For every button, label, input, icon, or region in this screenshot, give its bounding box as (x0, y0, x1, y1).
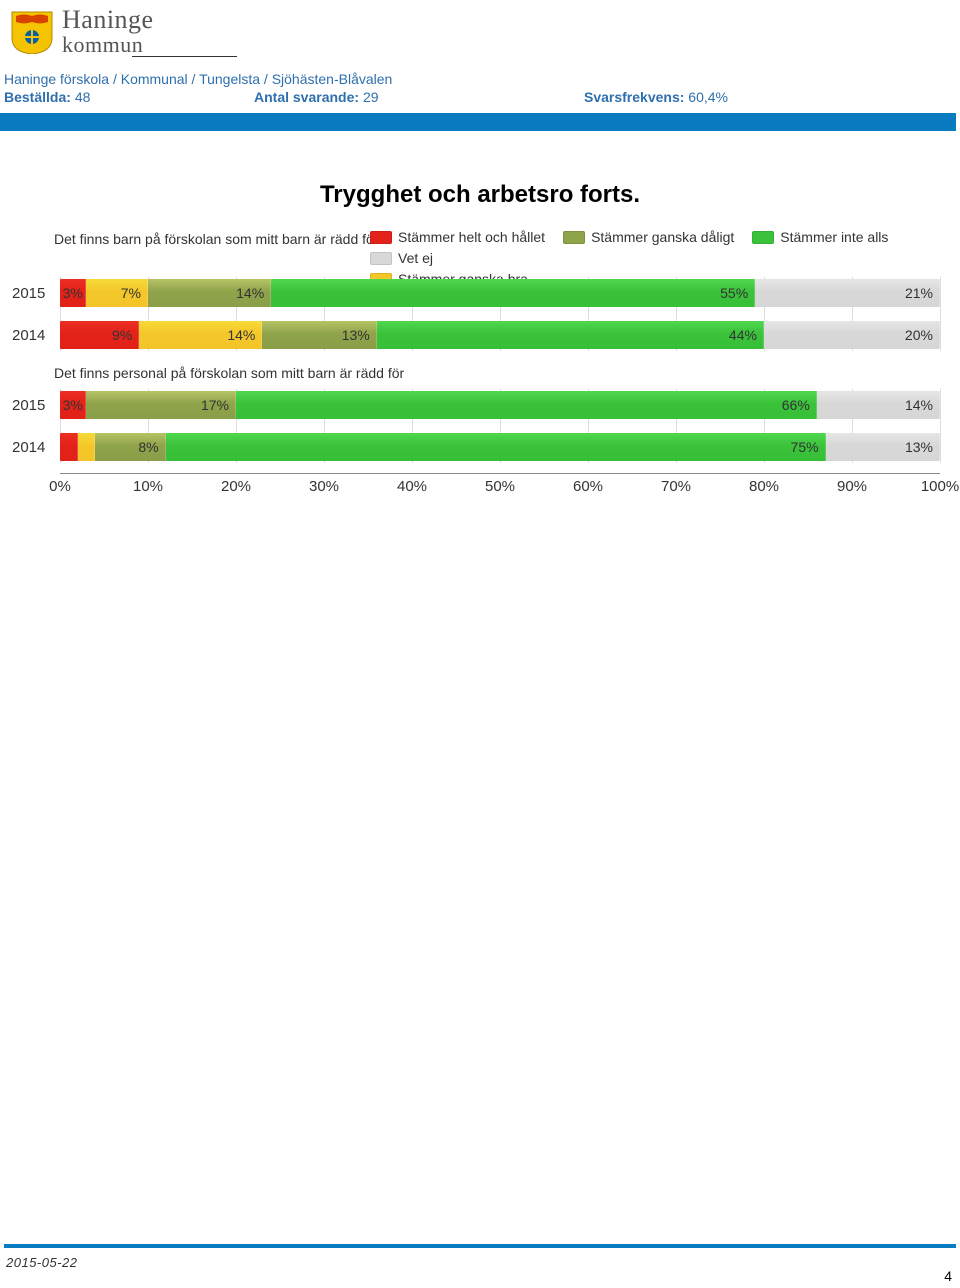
axis-tick: 40% (397, 478, 427, 495)
bar-segment: 14% (139, 321, 262, 349)
axis-tick: 20% (221, 478, 251, 495)
bar-row: 20153%7%14%55%21% (60, 277, 940, 309)
axis-tick: 30% (309, 478, 339, 495)
bar-segment: 8% (95, 433, 165, 461)
legend-label: Stämmer inte alls (780, 227, 888, 248)
legend-item: Stämmer helt och hållet (370, 227, 545, 248)
bestallda-label: Beställda: (4, 89, 71, 105)
bar-segment: 17% (86, 391, 236, 419)
chart-area: Stämmer helt och hållet Stämmer ganska då… (10, 227, 950, 497)
bar-segment: 14% (817, 391, 940, 419)
year-label: 2014 (12, 439, 45, 456)
year-label: 2014 (12, 327, 45, 344)
freq-value: 60,4% (688, 89, 728, 105)
question-2-label: Det finns personal på förskolan som mitt… (10, 361, 950, 383)
breadcrumb: Haninge förskola / Kommunal / Tungelsta … (0, 63, 960, 89)
axis-tick: 10% (133, 478, 163, 495)
axis-tick: 100% (921, 478, 959, 495)
legend-item: Stämmer inte alls (752, 227, 888, 248)
page-number: 4 (944, 1268, 952, 1284)
header-blue-bar (0, 113, 956, 131)
logo-line1: Haninge (62, 6, 247, 33)
freq-label: Svarsfrekvens: (584, 89, 684, 105)
bar-segment: 13% (262, 321, 376, 349)
legend-label: Stämmer ganska dåligt (591, 227, 734, 248)
bar-segment: 20% (764, 321, 940, 349)
year-label: 2015 (12, 285, 45, 302)
bar-segment: 3% (60, 391, 86, 419)
legend-item: Vet ej (370, 248, 433, 269)
bar-row: 20149%14%13%44%20% (60, 319, 940, 351)
haninge-shield-icon (10, 10, 54, 54)
axis-tick: 0% (49, 478, 71, 495)
bar-row: 20148%75%13% (60, 431, 940, 463)
bar-segment (60, 433, 78, 461)
bar-segment: 44% (377, 321, 764, 349)
bar-row: 20153%17%66%14% (60, 389, 940, 421)
year-label: 2015 (12, 397, 45, 414)
footer-date: 2015-05-22 (6, 1255, 78, 1270)
bar-segment: 21% (755, 279, 940, 307)
bar-segment: 3% (60, 279, 86, 307)
footer-blue-bar (4, 1244, 956, 1248)
antal-label: Antal svarande: (254, 89, 359, 105)
bars-q1: 20153%7%14%55%21% 20149%14%13%44%20% (60, 277, 940, 351)
axis-tick: 70% (661, 478, 691, 495)
bar-segment: 7% (86, 279, 148, 307)
x-axis: 0%10%20%30%40%50%60%70%80%90%100% (60, 473, 940, 497)
legend-label: Vet ej (398, 248, 433, 269)
bar-segment: 9% (60, 321, 139, 349)
logo-line2: kommun (62, 33, 247, 56)
bar-segment: 55% (271, 279, 755, 307)
axis-tick: 50% (485, 478, 515, 495)
bar-segment: 13% (826, 433, 940, 461)
legend-item: Stämmer ganska dåligt (563, 227, 734, 248)
legend-label: Stämmer helt och hållet (398, 227, 545, 248)
axis-tick: 60% (573, 478, 603, 495)
bar-segment: 75% (166, 433, 826, 461)
axis-tick: 90% (837, 478, 867, 495)
bar-segment: 14% (148, 279, 271, 307)
bars-q2: 20153%17%66%14% 20148%75%13% (60, 389, 940, 463)
header-logo: Haninge kommun (0, 0, 960, 63)
logo-text: Haninge kommun (62, 6, 247, 57)
antal-value: 29 (363, 89, 379, 105)
page-title: Trygghet och arbetsro forts. (0, 131, 960, 227)
bestallda-value: 48 (75, 89, 91, 105)
meta-row: Beställda: 48 Antal svarande: 29 Svarsfr… (0, 89, 960, 113)
axis-tick: 80% (749, 478, 779, 495)
bar-segment (78, 433, 96, 461)
bar-segment: 66% (236, 391, 817, 419)
